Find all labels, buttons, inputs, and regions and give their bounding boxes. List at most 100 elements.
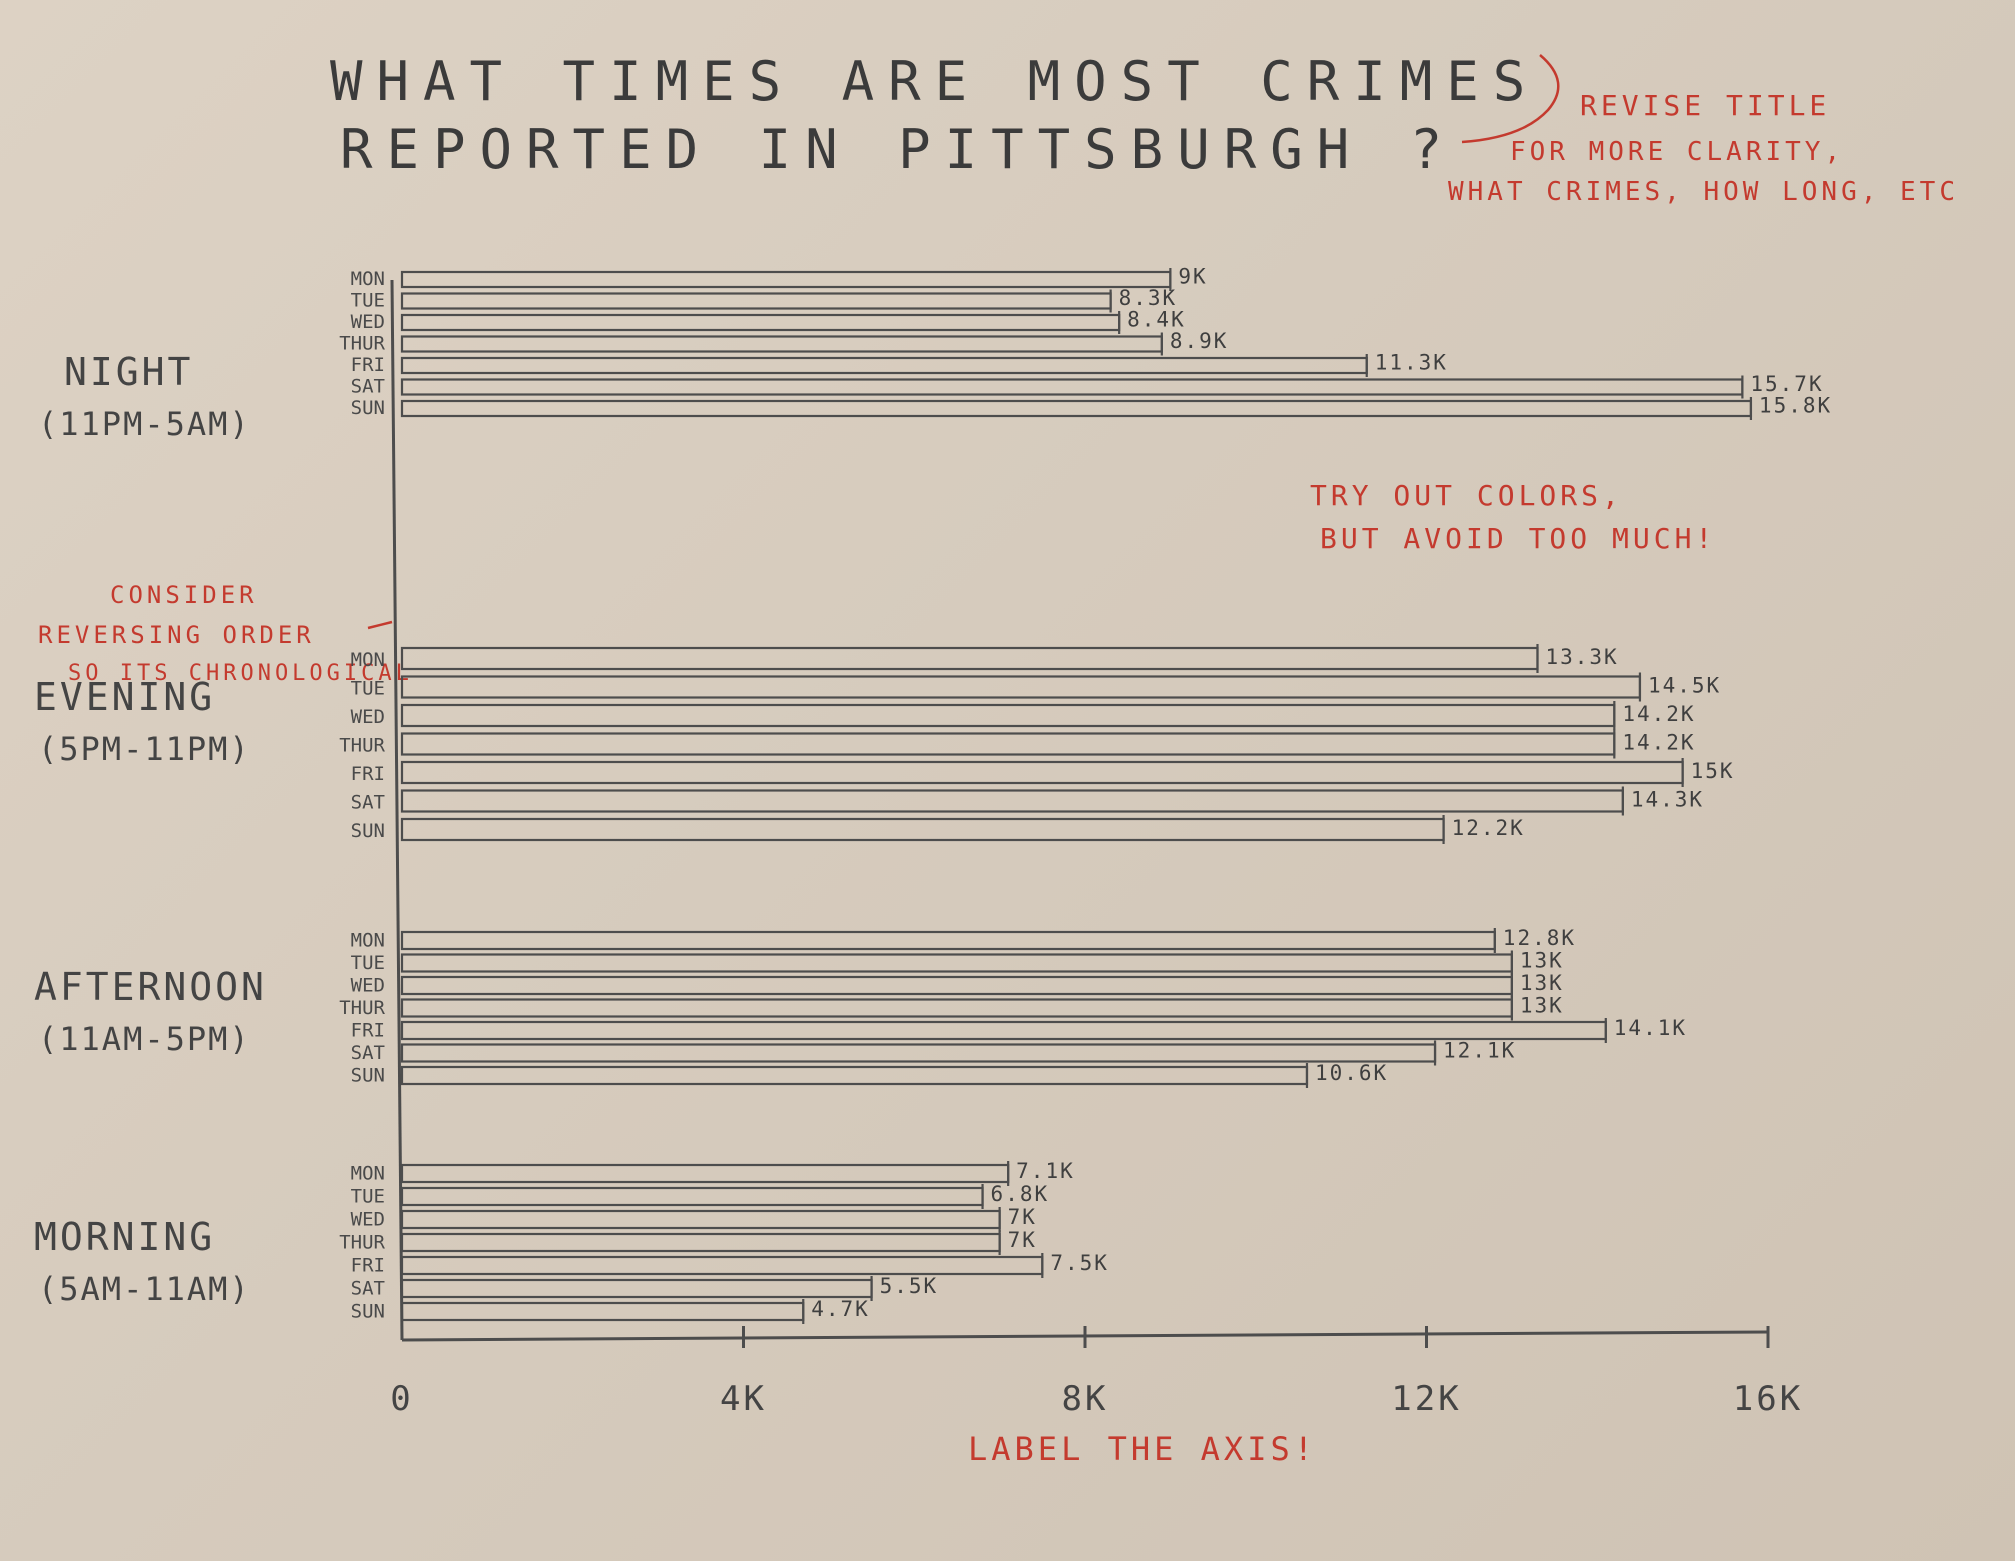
bar	[400, 335, 1163, 353]
day-label: FRI	[351, 1254, 385, 1276]
note-colors-2: BUT AVOID TOO MUCH!	[1320, 522, 1716, 555]
day-label: SUN	[351, 1300, 385, 1322]
bar-value-label: 9K	[1178, 264, 1207, 288]
bar	[400, 789, 1624, 813]
bar-value-label: 15.7K	[1750, 372, 1823, 396]
reverse-note-arrow	[367, 620, 393, 630]
bar	[400, 356, 1368, 375]
day-label: TUE	[351, 677, 385, 699]
bar	[400, 1163, 1010, 1184]
group-range: (11PM-5AM)	[38, 405, 251, 443]
bar	[400, 270, 1172, 289]
day-label: SUN	[351, 1064, 385, 1086]
bar	[400, 953, 1513, 973]
group-name: EVENING	[34, 675, 215, 719]
bar-value-label: 13K	[1520, 993, 1564, 1017]
bar	[400, 675, 1642, 699]
bar	[400, 399, 1753, 418]
group-range: (11AM-5PM)	[38, 1020, 251, 1058]
bar-value-label: 7.5K	[1050, 1251, 1109, 1275]
bar-value-label: 6.8K	[991, 1182, 1050, 1206]
day-label: THUR	[339, 1231, 385, 1253]
bar	[400, 1301, 805, 1322]
bar-value-label: 14.3K	[1631, 787, 1704, 811]
day-label: FRI	[351, 763, 385, 785]
group-range: (5AM-11AM)	[38, 1270, 251, 1308]
day-label: MON	[351, 649, 385, 671]
bar	[400, 1020, 1607, 1041]
bar	[400, 313, 1121, 332]
day-label: TUE	[351, 952, 385, 974]
day-label: MON	[351, 1162, 385, 1184]
day-label: SAT	[351, 375, 385, 397]
bar-value-label: 4.7K	[811, 1297, 870, 1321]
note-colors-1: TRY OUT COLORS,	[1310, 479, 1623, 512]
bar-value-label: 5.5K	[880, 1274, 939, 1298]
bar-value-label: 12.8K	[1503, 926, 1576, 950]
bar-value-label: 8.9K	[1170, 329, 1229, 353]
day-label: WED	[351, 1208, 385, 1230]
note-revise-title-3: WHAT CRIMES, HOW LONG, ETC	[1448, 177, 1959, 207]
bar-value-label: 13K	[1520, 971, 1564, 995]
bar-value-label: 10.6K	[1315, 1061, 1388, 1085]
x-tick-label: 4K	[720, 1379, 767, 1419]
bar-value-label: 14.2K	[1622, 730, 1695, 754]
bar	[400, 646, 1539, 671]
bar	[400, 1065, 1309, 1086]
day-label: MON	[351, 268, 385, 290]
note-revise-title-2: FOR MORE CLARITY,	[1510, 137, 1844, 167]
bar	[400, 998, 1513, 1018]
bar	[400, 1232, 1001, 1253]
note-reverse-1: CONSIDER	[110, 581, 258, 609]
group-name: NIGHT	[64, 350, 193, 394]
bar-value-label: 14.5K	[1648, 673, 1721, 697]
bar-value-label: 7.1K	[1016, 1159, 1075, 1183]
bar-value-label: 12.1K	[1443, 1038, 1516, 1062]
bar	[400, 292, 1112, 310]
day-label: WED	[351, 706, 385, 728]
bar-value-label: 13.3K	[1545, 645, 1618, 669]
bar-groups: NIGHT (11PM-5AM) 9K MON 8.3K TUE 8.4K WED 8.9K TH…	[34, 264, 1832, 1324]
bar	[400, 817, 1445, 842]
bar-group-afternoon: AFTERNOON (11AM-5PM) 12.8K MON 13K TUE 13K WED 1…	[34, 926, 1685, 1088]
day-label: TUE	[351, 1185, 385, 1207]
x-tick-label: 12K	[1391, 1379, 1461, 1419]
bar-value-label: 11.3K	[1375, 350, 1448, 374]
note-revise-title-1: REVISE TITLE	[1580, 89, 1830, 122]
group-name: AFTERNOON	[34, 965, 267, 1009]
bar-value-label: 7K	[1008, 1205, 1037, 1229]
x-axis-ticks: 0 4K 8K 12K 16K	[390, 1326, 1800, 1419]
bar	[400, 1209, 1001, 1230]
day-label: WED	[351, 974, 385, 996]
chart-title-line-2: REPORTED IN PITTSBURGH ?	[340, 118, 1456, 181]
bar-group-night: NIGHT (11PM-5AM) 9K MON 8.3K TUE 8.4K WED 8.9K TH…	[38, 264, 1832, 443]
day-label: TUE	[351, 289, 385, 311]
note-reverse-2: REVERSING ORDER	[38, 621, 315, 649]
day-label: SUN	[351, 397, 385, 419]
day-label: FRI	[351, 354, 385, 376]
day-label: SAT	[351, 1277, 385, 1299]
group-name: MORNING	[34, 1215, 215, 1259]
bar-group-evening: EVENING (5PM-11PM) 13.3K MON 14.5K TUE 14.2K WE…	[34, 644, 1735, 844]
bar	[400, 703, 1616, 728]
day-label: THUR	[339, 734, 385, 756]
bar	[400, 760, 1684, 785]
note-label-axis: LABEL THE AXIS!	[968, 1430, 1317, 1468]
bar-value-label: 15.8K	[1759, 393, 1832, 417]
day-label: THUR	[339, 997, 385, 1019]
bar-group-morning: MORNING (5AM-11AM) 7.1K MON 6.8K TUE 7K WED 7K TH…	[34, 1159, 1109, 1324]
bar	[400, 1255, 1044, 1276]
bar-value-label: 15K	[1691, 759, 1735, 783]
chart-title-line-1: WHAT TIMES ARE MOST CRIMES	[330, 50, 1539, 113]
day-label: FRI	[351, 1019, 385, 1041]
x-tick-label: 8K	[1062, 1379, 1109, 1419]
note-reverse-3: SO ITS CHRONOLOGICAL	[68, 661, 413, 686]
bar	[400, 732, 1616, 756]
bar	[400, 378, 1744, 396]
bar-value-label: 7K	[1008, 1228, 1037, 1252]
bar-value-label: 12.2K	[1452, 816, 1525, 840]
bar	[400, 1043, 1437, 1063]
bar	[400, 1278, 873, 1299]
day-label: SUN	[351, 820, 385, 842]
